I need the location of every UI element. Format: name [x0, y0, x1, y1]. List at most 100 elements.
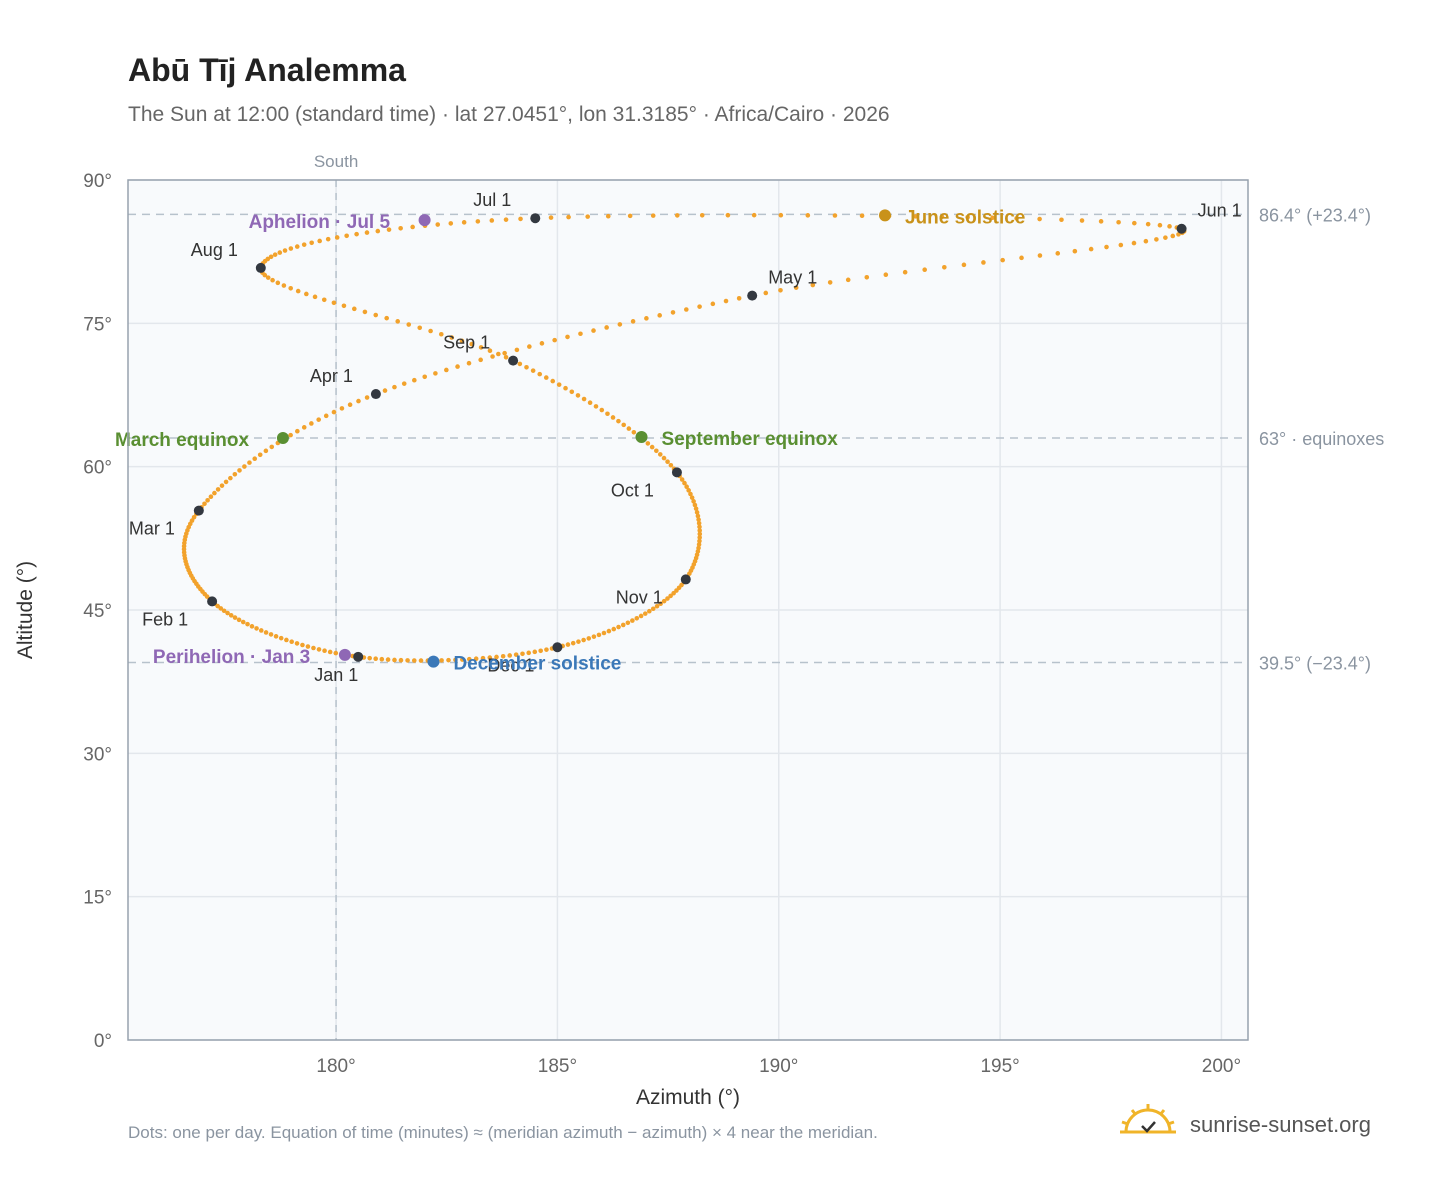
- daily-dot: [249, 624, 255, 629]
- x-tick-label: 190°: [759, 1056, 798, 1077]
- daily-dot: [444, 367, 449, 373]
- daily-dot: [428, 328, 433, 334]
- daily-dot: [682, 480, 687, 486]
- daily-dot: [686, 488, 691, 493]
- daily-dot: [981, 260, 986, 265]
- daily-dot: [317, 238, 322, 244]
- daily-dot: [697, 524, 702, 530]
- daily-dot: [478, 345, 484, 350]
- event-marker: [427, 655, 440, 668]
- daily-dot: [939, 214, 945, 220]
- daily-dot: [341, 303, 347, 309]
- daily-dot: [696, 520, 702, 526]
- month-marker: [193, 505, 204, 516]
- daily-dot: [282, 248, 288, 253]
- page-title: Abū Tīj Analemma: [128, 52, 406, 88]
- daily-dot: [1019, 255, 1024, 261]
- daily-dot: [668, 462, 674, 468]
- daily-dot: [627, 213, 633, 219]
- daily-dot: [539, 341, 545, 346]
- daily-dot: [352, 306, 357, 312]
- daily-dot: [392, 657, 397, 663]
- daily-dot: [300, 642, 305, 648]
- daily-dot: [453, 657, 458, 663]
- daily-dot: [475, 219, 481, 224]
- event-marker: [635, 431, 648, 444]
- daily-dot: [697, 528, 703, 533]
- daily-dot: [466, 360, 472, 366]
- daily-dot: [469, 341, 475, 347]
- daily-dot: [684, 484, 689, 490]
- month-marker: [747, 290, 758, 301]
- daily-dot: [272, 252, 278, 257]
- daily-dot: [605, 411, 610, 417]
- daily-dot: [616, 418, 621, 424]
- daily-dot: [527, 344, 532, 349]
- daily-dot: [281, 283, 287, 288]
- month-label: Nov 1: [616, 587, 663, 607]
- daily-dot: [252, 456, 258, 462]
- daily-dot: [321, 297, 327, 303]
- daily-dot: [565, 334, 570, 340]
- brand-name: sunrise-sunset.org: [1190, 1112, 1371, 1137]
- daily-dot: [902, 269, 908, 275]
- daily-dot: [556, 382, 562, 387]
- daily-dot: [593, 404, 599, 409]
- daily-dot: [520, 651, 525, 657]
- daily-dot: [736, 296, 742, 301]
- daily-dot: [665, 459, 670, 464]
- daily-dot: [334, 235, 340, 240]
- daily-dot: [581, 396, 587, 402]
- daily-dot: [548, 215, 554, 220]
- daily-dot: [265, 275, 271, 280]
- month-label: Apr 1: [310, 366, 353, 386]
- daily-dot: [312, 294, 318, 300]
- daily-dot: [883, 272, 889, 278]
- daily-dot: [543, 375, 549, 380]
- daily-dot: [410, 224, 415, 230]
- daily-dot: [435, 222, 441, 227]
- daily-dot: [626, 426, 632, 431]
- reference-lines: South 86.4° (+23.4°) 63° · equinoxes 39.5° …: [128, 152, 1384, 1040]
- daily-dot: [566, 214, 571, 220]
- daily-dot: [631, 430, 637, 435]
- daily-dot: [657, 452, 663, 457]
- daily-dot: [327, 649, 333, 655]
- daily-dot: [270, 277, 275, 283]
- daily-dot: [367, 655, 372, 661]
- daily-dot: [288, 286, 293, 291]
- daily-dot: [518, 216, 523, 222]
- sun-icon: [1120, 1104, 1176, 1134]
- daily-dot: [277, 250, 283, 255]
- axes: 180° 185° 190° 195° 200° 0° 15° 30° 45° 60° 75° 90°: [83, 171, 1241, 1077]
- daily-dot: [697, 538, 702, 544]
- daily-dot: [395, 319, 401, 324]
- daily-dot: [362, 309, 368, 315]
- daily-dot: [654, 448, 659, 454]
- daily-dot: [412, 377, 417, 383]
- event-label: Perihelion · Jan 3: [153, 647, 310, 668]
- daily-dot: [417, 325, 423, 331]
- daily-dot: [1143, 238, 1149, 244]
- daily-dot: [294, 244, 300, 249]
- daily-dot: [446, 657, 451, 663]
- daily-dot: [517, 361, 523, 367]
- month-label: Mar 1: [129, 519, 175, 539]
- y-tick-label: 45°: [83, 601, 112, 622]
- daily-dot: [695, 513, 701, 519]
- daily-dot: [661, 598, 667, 604]
- daily-dot: [601, 630, 607, 636]
- daily-dot: [606, 628, 612, 634]
- daily-dot: [263, 448, 269, 454]
- daily-dot: [254, 626, 259, 631]
- x-tick-label: 180°: [316, 1056, 355, 1077]
- event-label: March equinox: [115, 430, 250, 451]
- month-marker: [1176, 223, 1187, 234]
- x-tick-label: 185°: [538, 1056, 577, 1077]
- event-marker: [338, 648, 351, 661]
- daily-dot: [503, 354, 509, 360]
- daily-dot: [668, 593, 673, 599]
- brand-logo[interactable]: sunrise-sunset.org: [1120, 1100, 1400, 1150]
- daily-dot: [269, 444, 275, 450]
- daily-dot: [278, 635, 284, 641]
